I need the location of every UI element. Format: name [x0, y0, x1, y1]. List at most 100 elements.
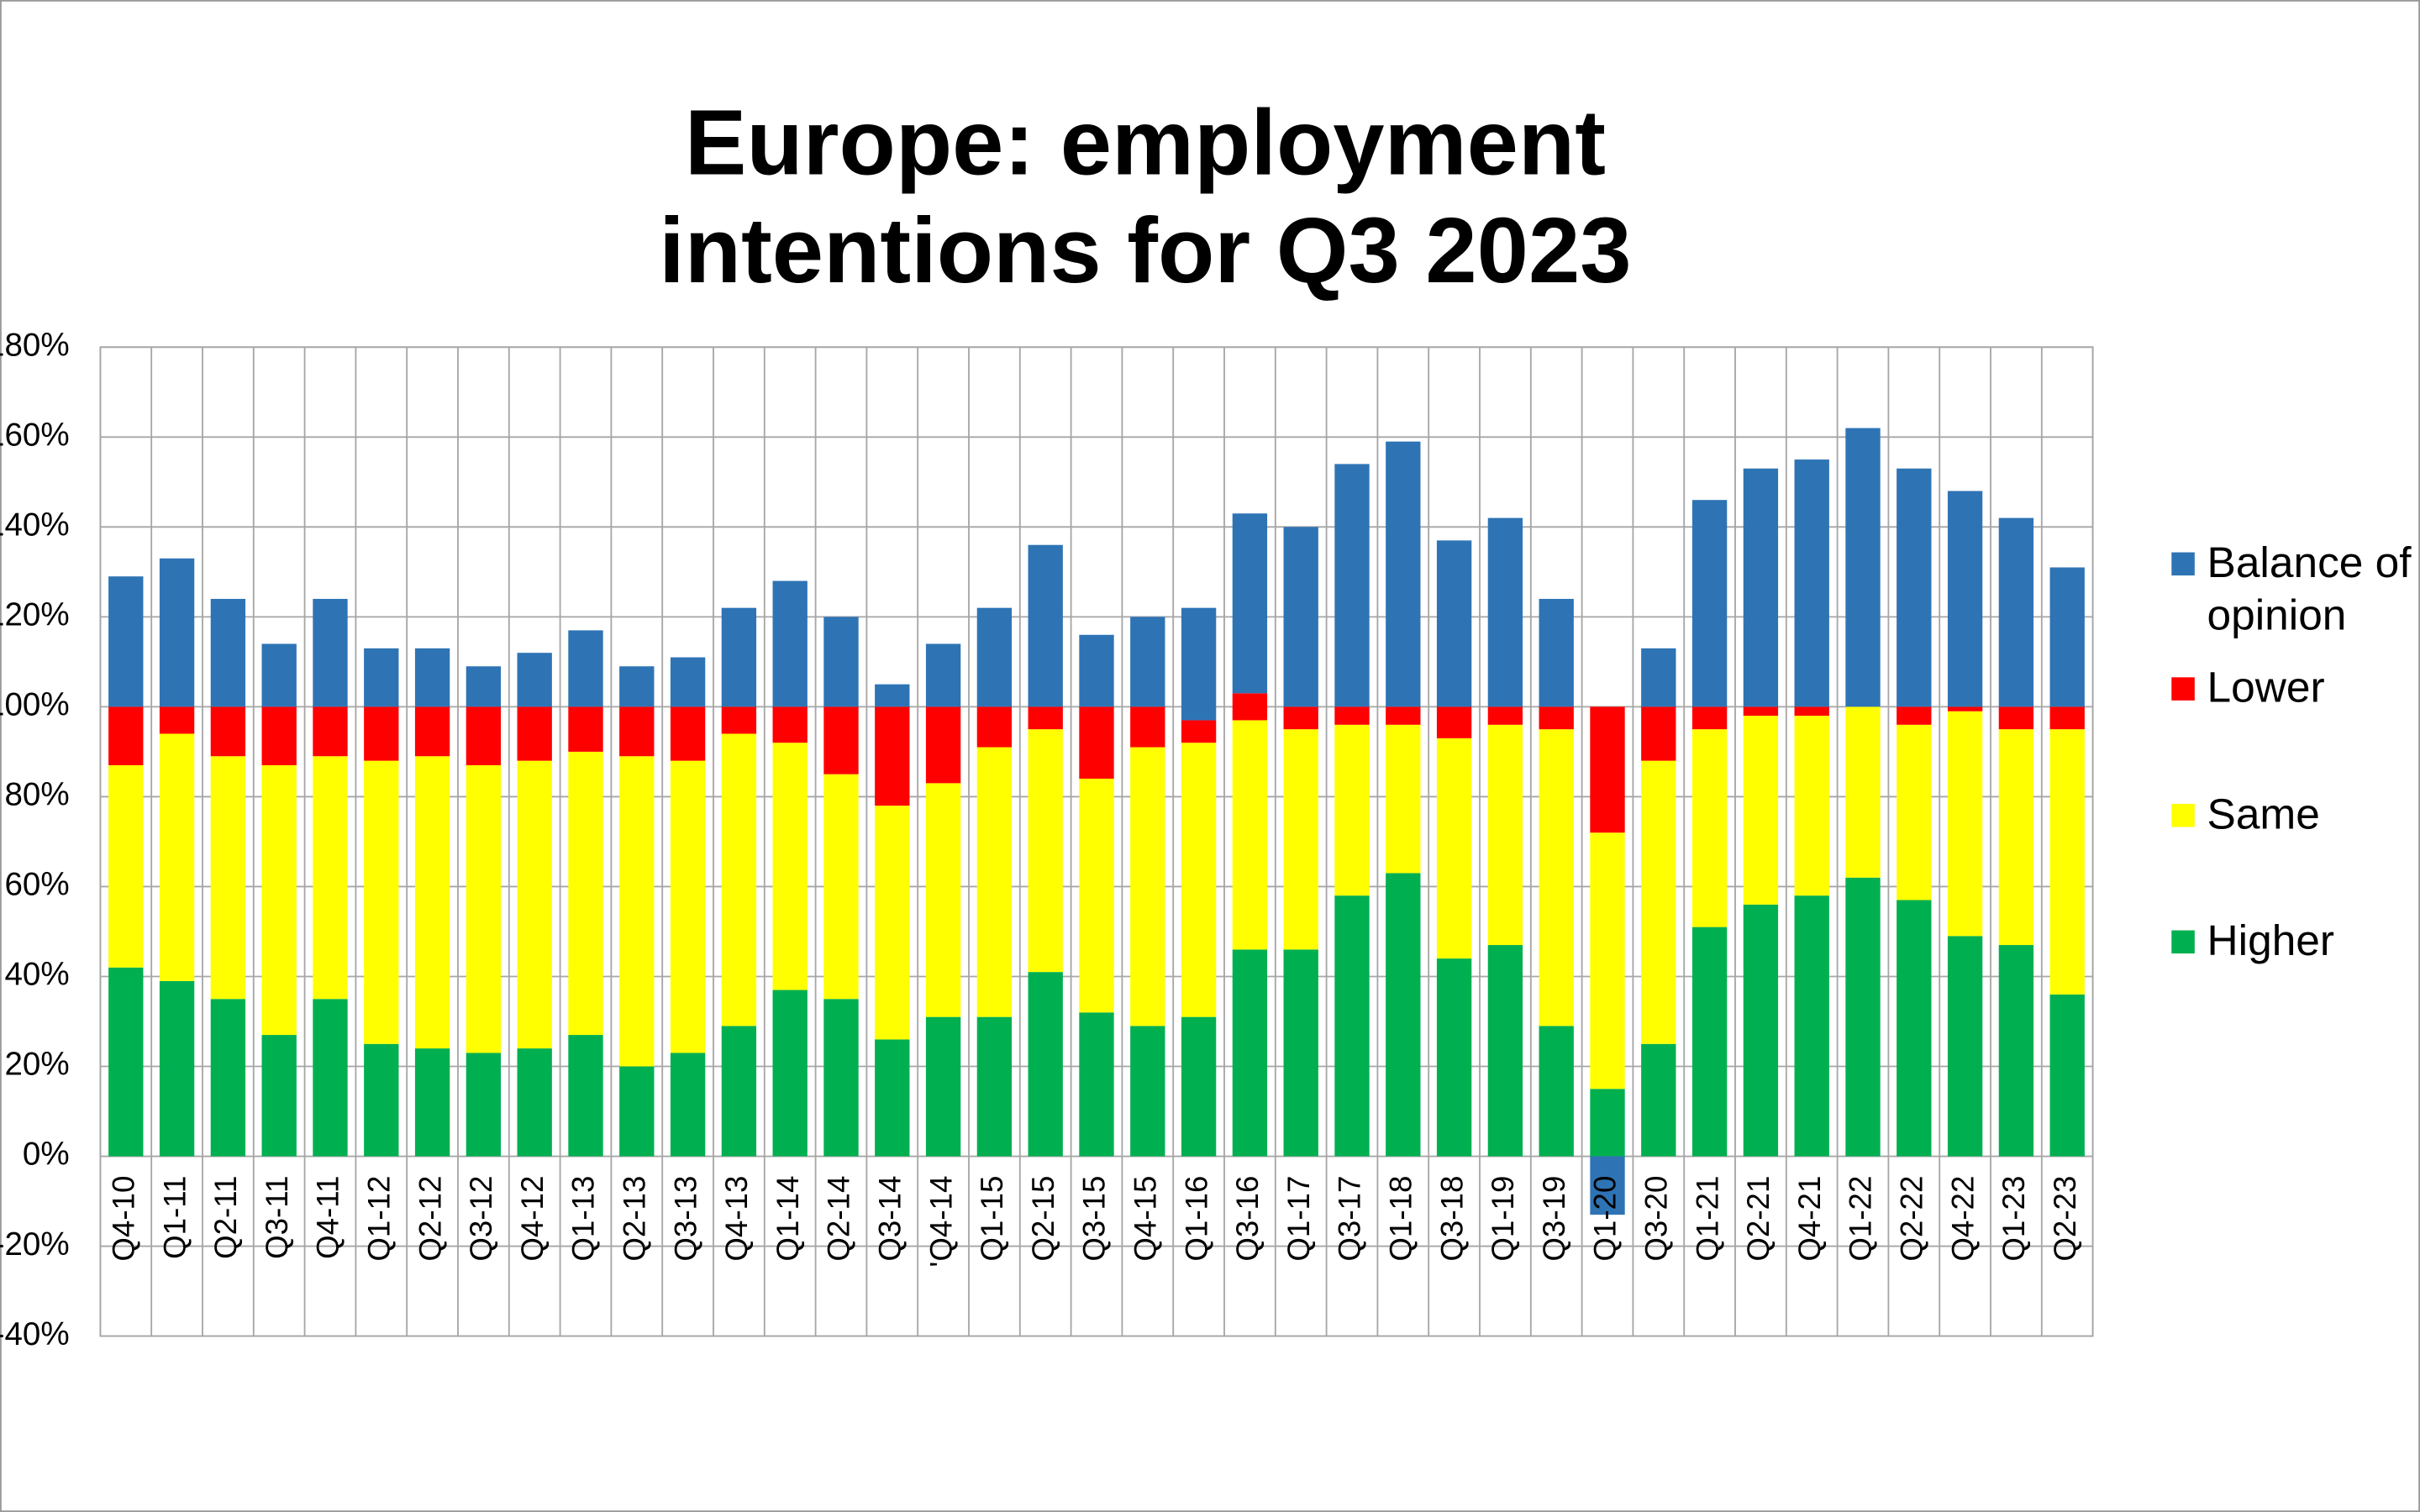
bar-segment [1130, 617, 1165, 707]
bar-segment [976, 747, 1013, 1017]
bar-segment [670, 657, 706, 707]
bar-segment [1743, 468, 1779, 707]
bar-segment [823, 774, 859, 1000]
x-tick-label: Q4-11 [311, 1176, 345, 1259]
legend-label: Balance of opinion [2207, 538, 2412, 639]
y-tick-label: 100% [0, 687, 70, 723]
bar-segment [466, 706, 502, 765]
x-tick-label: Q3-13 [668, 1176, 702, 1262]
bar-segment [976, 1016, 1013, 1157]
bar-segment [364, 1043, 399, 1157]
legend-label: Same [2207, 790, 2320, 838]
bar-segment [1998, 729, 2034, 946]
x-tick-label: Q1-21 [1690, 1176, 1724, 1262]
bar-segment [568, 706, 603, 752]
bar-segment [1539, 1026, 1574, 1157]
bar-segment [925, 706, 961, 784]
x-tick-label: Q3-15 [1077, 1176, 1112, 1262]
bar-segment [159, 558, 195, 707]
bar-segment [875, 806, 910, 1040]
bar-segment [1897, 900, 1932, 1157]
bar-segment [1590, 1156, 1625, 1215]
x-tick-label: Q4-21 [1792, 1176, 1827, 1262]
x-tick-label: Q3-12 [464, 1176, 498, 1262]
x-tick-label: Q1-12 [361, 1176, 396, 1262]
bar-segment [1691, 500, 1728, 707]
bar-segment [1947, 711, 1983, 937]
bar-segment [1283, 527, 1318, 707]
bar-segment [364, 760, 399, 1044]
bar-segment [670, 760, 706, 1053]
x-tick-label: Q1-18 [1384, 1176, 1418, 1262]
bar-segment [976, 706, 1013, 748]
bar-segment [1947, 491, 1983, 707]
bar-segment [670, 706, 706, 761]
x-tick-label: Q3-17 [1333, 1176, 1367, 1262]
bar-segment [1232, 513, 1268, 694]
y-tick-label: 40% [4, 957, 69, 993]
bar-segment [108, 706, 144, 765]
bar-segment [517, 760, 552, 1049]
bar-segment [517, 1048, 552, 1157]
bar-segment [414, 1048, 450, 1157]
bar-segment [1487, 517, 1523, 707]
bar-segment [313, 598, 348, 707]
x-tick-label: Q4-22 [1945, 1176, 1980, 1262]
bar-segment [414, 756, 450, 1049]
chart-title: Europe: employment intentions for Q3 202… [659, 91, 1632, 302]
bar-segment [1539, 598, 1574, 707]
bar-segment [313, 706, 348, 757]
bar-segment [1028, 706, 1063, 730]
bar-segment [619, 756, 655, 1067]
bar-segment [670, 1053, 706, 1157]
x-tick-label: Q1-20 [1588, 1176, 1623, 1262]
bar-segment [1436, 958, 1472, 1157]
bar-segment [568, 1035, 603, 1157]
bar-segment [1181, 1016, 1217, 1157]
labels: -40% -20% 0% 20% 40% 60% 80% 100% 120% 140% 160% 18… [0, 327, 2082, 1352]
bar-segment [1897, 706, 1932, 725]
legend-label-box: Balance of opinion [2207, 538, 2412, 639]
bar-segment [1590, 832, 1625, 1089]
bar-segment [1079, 779, 1114, 1013]
x-tick-label: Q3-18 [1434, 1176, 1469, 1262]
bar-segment [1028, 544, 1063, 707]
legend-label-box: Higher [2207, 916, 2335, 964]
bar-segment [261, 764, 297, 1036]
bar-segment [1130, 1026, 1165, 1157]
legend-label-box: Lower [2207, 664, 2325, 711]
bar-segment [1590, 706, 1625, 833]
bar-segment [1436, 540, 1472, 707]
legend-swatch [2171, 552, 2195, 576]
bar-segment [619, 666, 655, 707]
bar-segment [1794, 706, 1829, 717]
x-tick-label: Q4-13 [719, 1176, 754, 1262]
bar-segment [261, 706, 297, 765]
bar-segment [721, 607, 757, 707]
bar-segment [1590, 1089, 1625, 1157]
bar-segment [823, 706, 859, 774]
bar-segment [2049, 706, 2085, 730]
x-tick-label: Q1-16 [1179, 1176, 1213, 1262]
bar-segment [1743, 904, 1779, 1157]
bar-segment [875, 706, 910, 806]
bar-segment [1845, 877, 1881, 1157]
bar-segment [1743, 716, 1779, 905]
bar-segment [1897, 724, 1932, 900]
bar-segment [1334, 706, 1370, 725]
bar-segment [108, 967, 144, 1157]
x-tick-label: Q1-11 [157, 1176, 192, 1259]
x-tick-label: Q2-15 [1026, 1176, 1060, 1262]
bar-segment [925, 1016, 961, 1157]
bar-segment [466, 764, 502, 1053]
bar-segment [1079, 1012, 1114, 1157]
bar-segment [568, 630, 603, 707]
bar-segment [721, 706, 757, 734]
bar-segment [823, 999, 859, 1157]
bar-segment [1947, 706, 1983, 711]
bar-segment [619, 1066, 655, 1157]
bar-segment [772, 706, 808, 743]
bar-segment [721, 1026, 757, 1157]
bar-segment [466, 666, 502, 707]
bar-segment [1998, 517, 2034, 707]
